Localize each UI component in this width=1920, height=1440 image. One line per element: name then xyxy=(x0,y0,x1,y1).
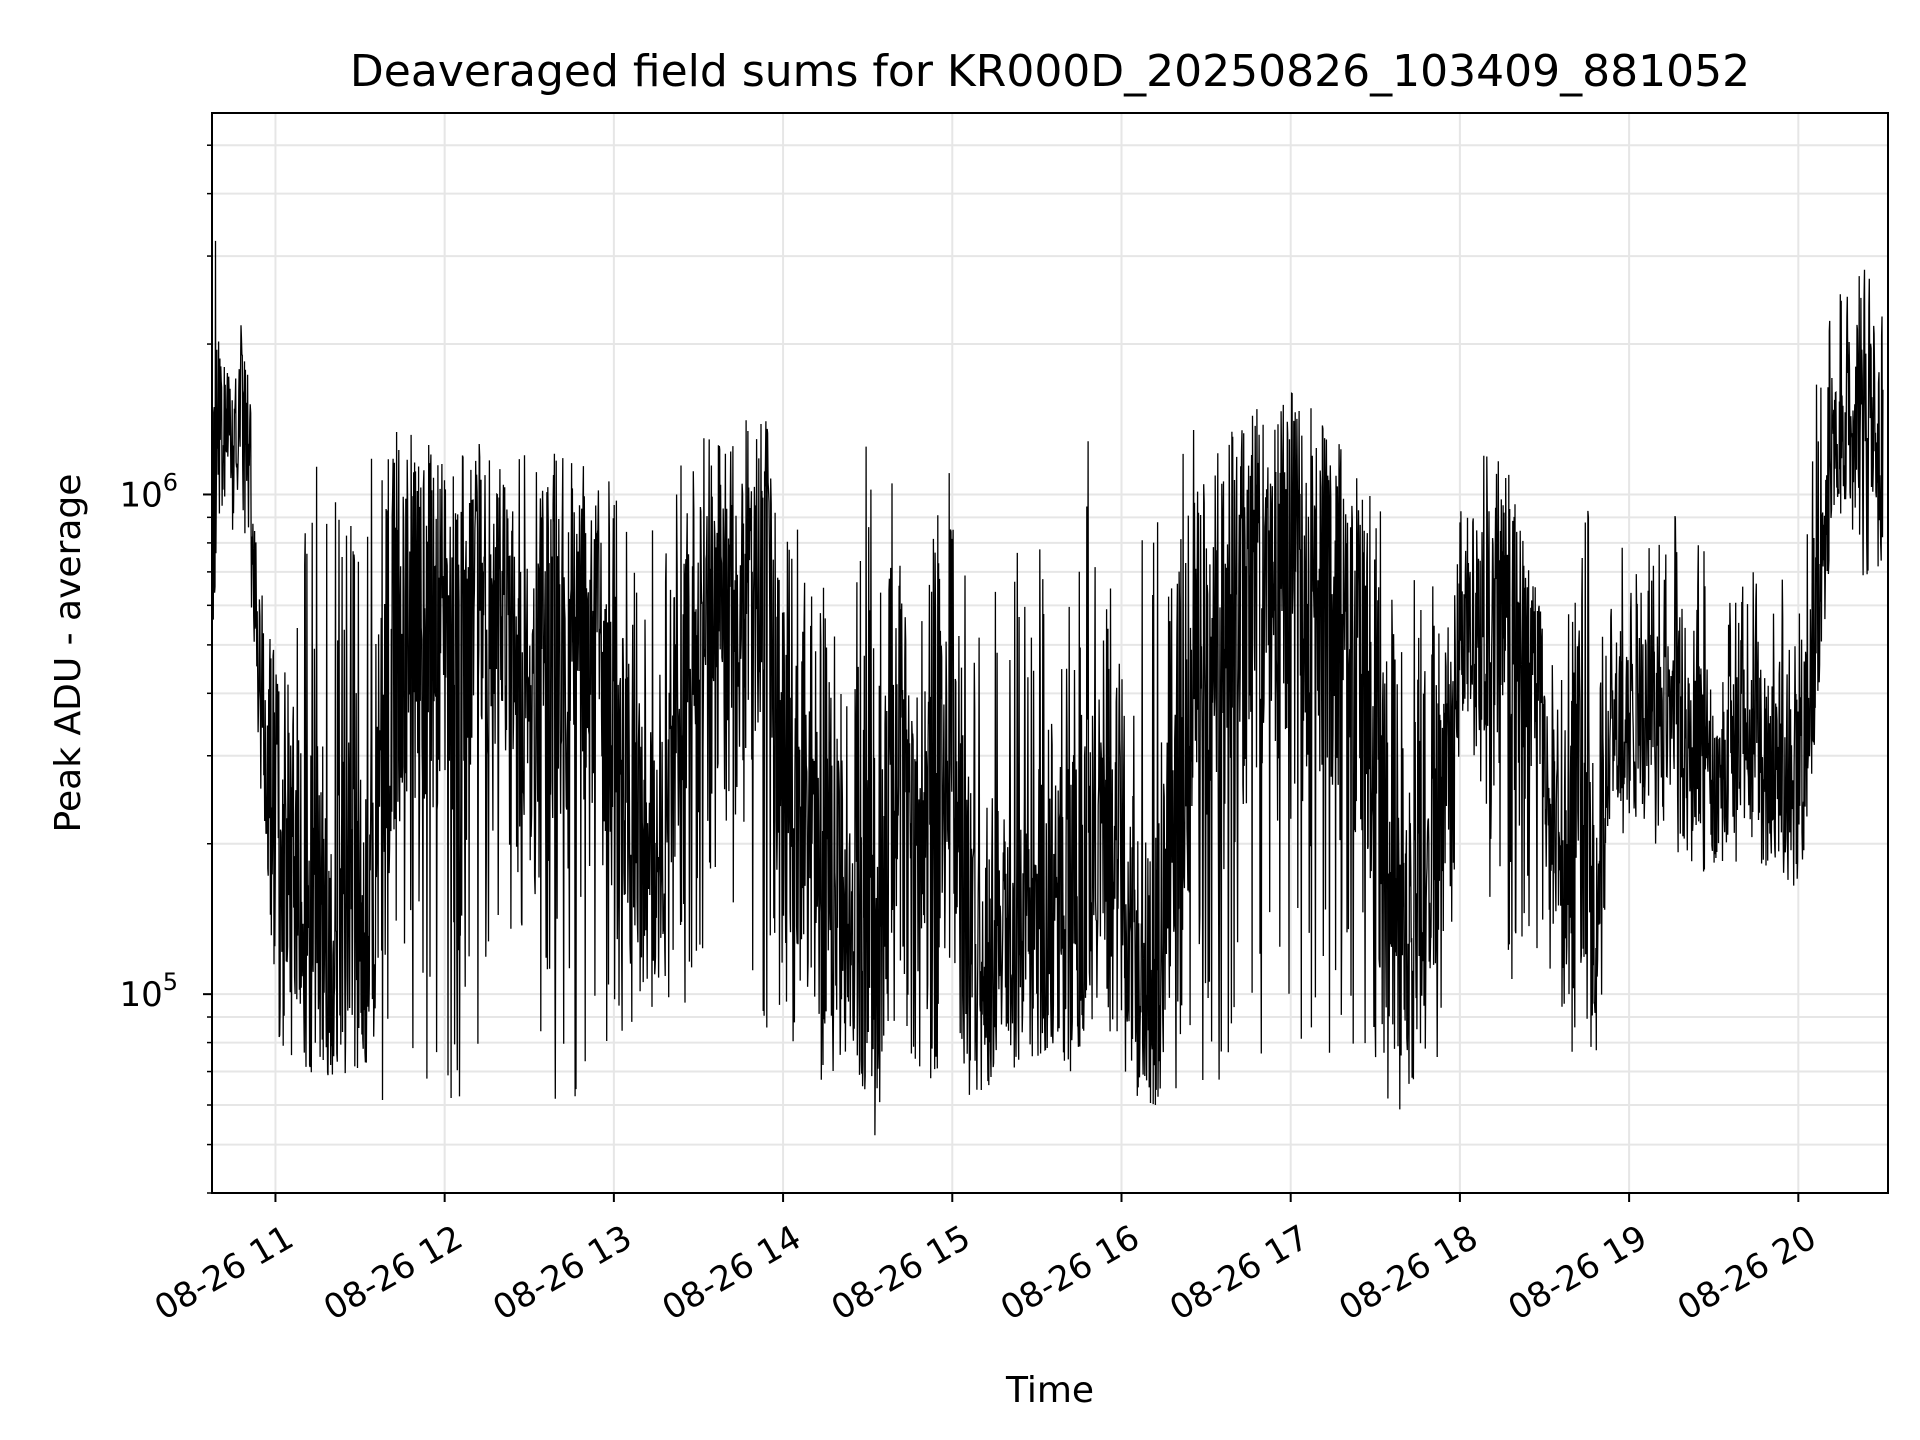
series-line xyxy=(212,240,1884,1136)
y-tick-label-exponent: 5 xyxy=(163,968,178,996)
y-tick-label-exponent: 6 xyxy=(163,468,178,496)
x-axis-label: Time xyxy=(1005,1370,1094,1411)
y-tick-label-base: 10 xyxy=(119,975,162,1015)
y-tick-label: 105 xyxy=(119,968,178,1015)
plot-frame xyxy=(211,112,1889,1194)
y-tick-label-base: 10 xyxy=(119,475,162,515)
data-series xyxy=(212,240,1884,1136)
y-axis-label: Peak ADU - average xyxy=(48,474,89,833)
chart-title: Deaveraged field sums for KR000D_2025082… xyxy=(350,46,1750,97)
y-tick-label: 106 xyxy=(119,468,178,515)
